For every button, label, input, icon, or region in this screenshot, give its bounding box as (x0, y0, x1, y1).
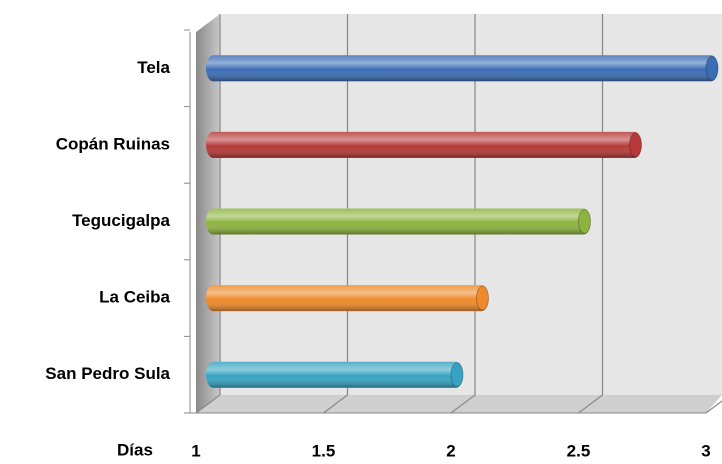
bar-cap (629, 132, 642, 158)
x-tick-label: 1 (191, 441, 200, 460)
floor (196, 395, 722, 413)
bar-group (206, 361, 464, 388)
bar-group (206, 285, 489, 312)
bar-shine (206, 285, 489, 312)
bar-group (206, 55, 719, 82)
x-tick-label: 2 (446, 441, 455, 460)
x-tick-label: 1.5 (312, 441, 336, 460)
bar-shine (206, 208, 591, 235)
bar-shine (206, 131, 642, 158)
y-tick-label: Copán Ruinas (56, 134, 170, 153)
x-tick-label: 3 (701, 441, 710, 460)
bar-group (206, 131, 642, 158)
y-tick-label: San Pedro Sula (45, 364, 170, 383)
y-tick-label: Tegucigalpa (72, 211, 170, 230)
bar-group (206, 208, 591, 235)
x-axis-label: Días (117, 440, 153, 459)
x-tick-label: 2.5 (567, 441, 591, 460)
grid-line (705, 400, 722, 414)
bars (206, 55, 719, 388)
y-tick-label: La Ceiba (99, 288, 170, 307)
y-tick-label: Tela (137, 58, 170, 77)
bar-cap (578, 209, 591, 234)
bar-shine (206, 361, 463, 388)
bar-cap (476, 285, 489, 311)
bar-shine (206, 55, 718, 82)
bar-cap (705, 55, 719, 81)
bar-cap (450, 362, 464, 388)
